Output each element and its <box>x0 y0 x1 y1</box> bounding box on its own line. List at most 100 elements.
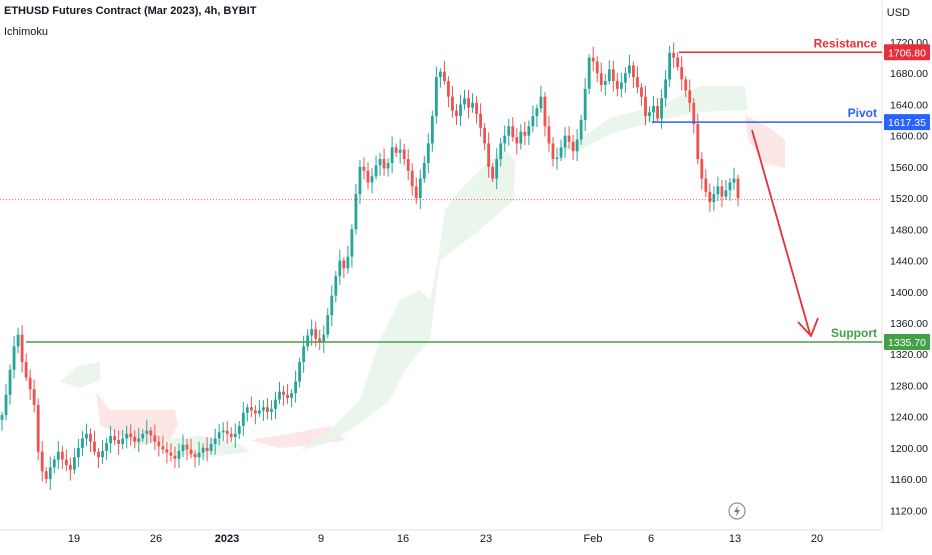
candle-body <box>660 98 663 119</box>
candle-body <box>728 182 732 191</box>
candle-body <box>704 178 708 192</box>
y-tick-label: 1440.00 <box>890 256 928 268</box>
candle-body <box>414 186 418 199</box>
candle-body <box>410 170 414 187</box>
candle-body <box>338 260 342 277</box>
candle-body <box>692 102 696 124</box>
candle-body <box>16 334 20 347</box>
candle-body <box>571 141 575 152</box>
y-tick-label: 1560.00 <box>890 162 928 174</box>
candle-body <box>640 87 643 97</box>
candle-body <box>495 159 499 179</box>
x-tick-label: 16 <box>397 533 409 545</box>
candle-body <box>189 449 193 455</box>
candle-body <box>294 381 298 394</box>
pivot-label: Pivot <box>848 106 877 120</box>
candle-body <box>109 436 112 444</box>
y-tick-label: 1200.00 <box>890 443 928 455</box>
candle-body <box>434 77 438 117</box>
candle-body <box>77 447 80 458</box>
candle-body <box>229 433 233 437</box>
symbol-title[interactable]: ETHUSD Futures Contract (Mar 2023), 4h, … <box>4 5 257 17</box>
candle-body <box>233 433 237 437</box>
candle-body <box>346 256 350 269</box>
candle-body <box>374 165 378 177</box>
candle-body <box>535 108 539 117</box>
candle-body <box>567 135 571 142</box>
candle-body <box>523 131 527 136</box>
candle-body <box>181 444 185 451</box>
projection-arrow-line <box>751 129 811 335</box>
lightning-icon-bolt <box>734 505 740 517</box>
candle-body <box>81 438 84 448</box>
cloud-segment <box>300 150 515 450</box>
candle-body <box>720 186 724 197</box>
candle-body <box>205 447 209 451</box>
candle-body <box>125 433 129 439</box>
x-tick-label: 6 <box>648 533 654 545</box>
candle-body <box>330 295 334 316</box>
y-tick-label: 1360.00 <box>890 318 928 330</box>
candle-body <box>511 126 515 138</box>
candle-body <box>4 394 8 416</box>
candle-body <box>656 106 659 119</box>
candle-body <box>145 430 149 434</box>
candle-body <box>60 451 64 460</box>
x-tick-label: 20 <box>811 533 823 545</box>
axes: 1720.001680.001640.001600.001560.001520.… <box>68 37 930 545</box>
candle-body <box>197 452 201 458</box>
candle-body <box>539 96 543 109</box>
candle-body <box>165 449 169 453</box>
candle-body <box>555 157 559 160</box>
candle-body <box>290 393 293 398</box>
candle-body <box>169 452 173 456</box>
candle-body <box>527 126 531 136</box>
candle-body <box>475 102 478 114</box>
y-tick-label: 1520.00 <box>890 193 928 205</box>
cloud-segment <box>96 392 178 445</box>
candle-body <box>736 178 740 199</box>
candle-body <box>547 126 551 144</box>
candle-body <box>318 338 322 343</box>
candle-body <box>0 415 4 420</box>
candle-body <box>459 104 462 117</box>
resistance-price-tag-box <box>884 44 930 61</box>
candle-body <box>20 334 24 363</box>
candle-body <box>632 65 635 78</box>
candle-body <box>257 410 261 414</box>
candle-body <box>455 110 458 117</box>
candle-body <box>177 450 181 459</box>
candle-body <box>225 430 229 434</box>
candle-body <box>8 369 12 395</box>
candle-body <box>507 126 511 136</box>
indicator-label[interactable]: Ichimoku <box>4 26 49 38</box>
candle-body <box>221 430 225 433</box>
candle-body <box>314 329 318 339</box>
x-tick-label: 19 <box>68 533 80 545</box>
candle-body <box>607 69 611 82</box>
candle-body <box>137 438 141 442</box>
resistance-label: Resistance <box>814 36 878 50</box>
candle-body <box>113 436 117 441</box>
candle-body <box>40 451 44 472</box>
projection-arrow-head <box>797 317 819 338</box>
candle-body <box>52 459 56 468</box>
resistance-price-tag-text: 1706.80 <box>888 47 926 59</box>
x-tick-label: 23 <box>480 533 492 545</box>
x-tick-label: 9 <box>318 533 324 545</box>
candle-body <box>700 159 704 179</box>
candle-body <box>716 186 720 195</box>
candle-body <box>636 77 639 88</box>
candle-body <box>623 73 627 83</box>
candle-body <box>249 407 253 411</box>
candle-body <box>237 426 241 434</box>
candle-body <box>382 159 386 169</box>
candle-body <box>97 451 100 458</box>
candle-body <box>519 131 523 144</box>
support-price-tag-box <box>884 333 930 350</box>
currency-label[interactable]: USD <box>886 7 910 19</box>
candle-body <box>563 135 567 148</box>
candle-body <box>209 443 213 451</box>
